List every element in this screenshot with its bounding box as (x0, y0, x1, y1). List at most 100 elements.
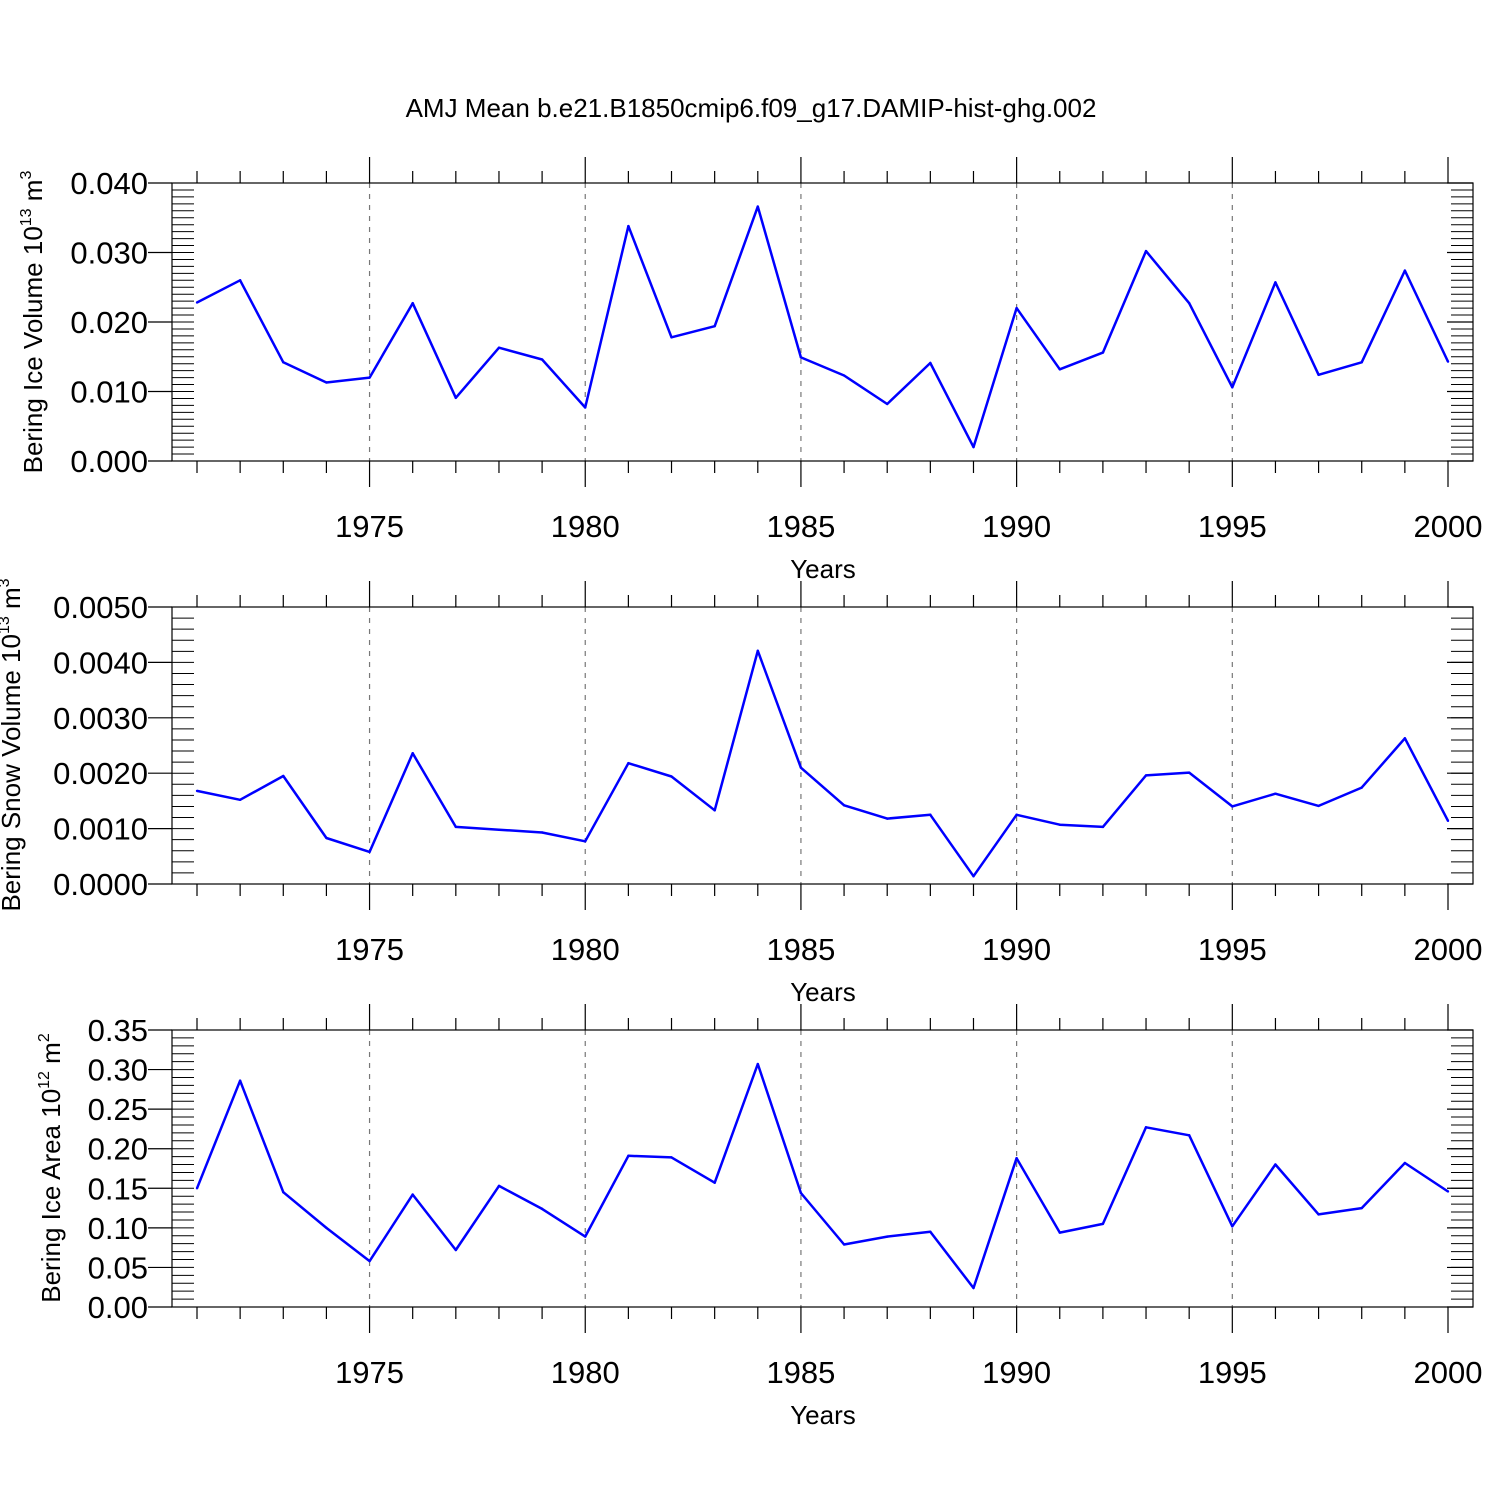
data-point (886, 1235, 889, 1238)
y-axis-label-exponent: 13 (18, 208, 35, 226)
data-point (1360, 361, 1363, 364)
y-axis-label-unit: m (36, 1042, 66, 1071)
data-point (627, 762, 630, 765)
x-axis-label: Years (790, 1400, 856, 1430)
ice-volume-panel: Years Bering Ice Volume 1013 m3 0.000 0.0… (18, 157, 1482, 584)
y-axis-label-exponent: 13 (0, 616, 13, 634)
data-point (670, 336, 673, 339)
y-tick-label: 0.15 (88, 1171, 148, 1206)
y-axis-label-unit: m (0, 587, 26, 616)
data-point (1274, 281, 1277, 284)
data-point (1360, 1206, 1363, 1210)
y-tick-label: 0.0000 (53, 867, 148, 902)
data-point (972, 445, 975, 449)
series-line (196, 649, 1450, 878)
data-point (1144, 774, 1148, 777)
data-point (1058, 368, 1061, 371)
x-tick-label: 1980 (551, 1355, 620, 1390)
y-axis-label-unit-exponent: 3 (0, 578, 13, 587)
data-point (368, 1259, 371, 1263)
data-point (972, 1286, 975, 1290)
data-point (1403, 269, 1407, 272)
x-tick-label: 1995 (1198, 1355, 1267, 1390)
data-point (1317, 1213, 1320, 1216)
data-point (411, 302, 414, 305)
data-point (627, 224, 630, 228)
y-tick-label: 0.30 (88, 1053, 148, 1088)
data-point (282, 1191, 285, 1194)
data-point (1101, 351, 1105, 354)
data-point (368, 850, 371, 854)
data-point (1015, 1157, 1018, 1160)
data-point (1187, 302, 1191, 305)
data-point (1360, 786, 1363, 789)
x-tick-label: 1980 (551, 509, 620, 544)
data-point (1317, 373, 1320, 377)
y-tick-label: 0.25 (88, 1092, 148, 1127)
snow-volume-panel: Years Bering Snow Volume 1013 m3 0.0000 0… (0, 578, 1482, 1007)
y-axis-label-text: Bering Ice Volume 10 (18, 226, 48, 473)
data-point (670, 1156, 673, 1159)
y-tick-label: 0.040 (70, 166, 148, 201)
data-point (1446, 1190, 1450, 1193)
ice-area-panel: Years Bering Ice Area 1012 m2 0.00 0.05 0.… (36, 1004, 1482, 1430)
data-point (1317, 804, 1320, 808)
data-point (454, 825, 458, 829)
data-point (1144, 249, 1148, 253)
data-point (238, 798, 242, 801)
y-axis-label: Bering Snow Volume 1013 m3 (0, 578, 26, 911)
data-point (627, 1154, 630, 1158)
x-tick-label: 1985 (766, 509, 835, 544)
x-tick-label: 2000 (1414, 932, 1483, 967)
data-point (1403, 737, 1407, 740)
data-point (282, 361, 285, 364)
data-point (238, 279, 242, 282)
data-point (713, 809, 716, 812)
data-point (238, 1079, 242, 1082)
x-tick-label: 2000 (1414, 1355, 1483, 1390)
y-tick-label: 0.0050 (53, 590, 148, 625)
x-tick-label: 1990 (982, 1355, 1051, 1390)
data-point (886, 817, 889, 820)
data-point (584, 1235, 587, 1238)
data-point (282, 774, 285, 778)
data-point (1231, 805, 1234, 808)
data-point (540, 831, 544, 834)
data-point (670, 775, 673, 778)
y-tick-label: 0.010 (70, 375, 148, 410)
y-axis-label-unit-exponent: 2 (36, 1033, 53, 1042)
data-point (799, 356, 803, 359)
data-point (1058, 1231, 1061, 1234)
data-point (1058, 823, 1061, 826)
data-point (540, 358, 544, 361)
y-axis-label-unit-exponent: 3 (18, 171, 35, 180)
data-point (325, 1226, 328, 1230)
x-tick-label: 2000 (1414, 509, 1483, 544)
data-point (842, 804, 846, 807)
plot-frame (171, 182, 1474, 462)
data-point (540, 1207, 544, 1211)
data-point (756, 1062, 759, 1066)
x-axis-label: Years (790, 554, 856, 584)
x-tick-label: 1995 (1198, 932, 1267, 967)
data-point (1144, 1126, 1148, 1129)
y-axis-label-unit: m (18, 180, 48, 209)
data-point (1015, 813, 1018, 816)
y-axis-label: Bering Ice Area 1012 m2 (36, 1033, 66, 1303)
data-point (195, 1187, 199, 1190)
data-point (1231, 386, 1234, 389)
data-point (1015, 306, 1018, 310)
data-point (584, 840, 587, 843)
y-tick-label: 0.0030 (53, 701, 148, 736)
x-tick-label: 1995 (1198, 509, 1267, 544)
data-point (1187, 1134, 1191, 1137)
data-point (454, 396, 458, 399)
x-tick-label: 1975 (335, 509, 404, 544)
y-axis-label-text: Bering Snow Volume 10 (0, 634, 26, 912)
x-tick-label: 1975 (335, 932, 404, 967)
plot-frame (171, 606, 1474, 885)
data-point (368, 376, 371, 379)
x-tick-label: 1985 (766, 932, 835, 967)
y-axis-label-exponent: 12 (36, 1071, 53, 1089)
